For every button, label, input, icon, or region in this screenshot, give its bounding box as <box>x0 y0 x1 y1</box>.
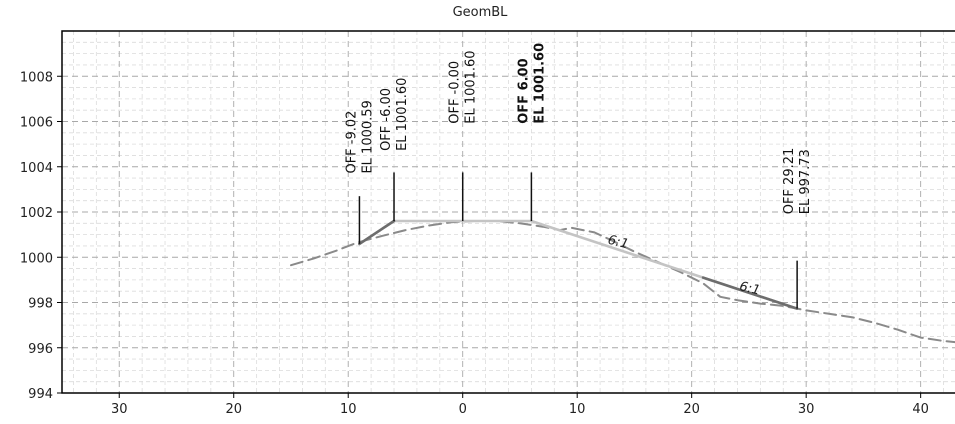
station-annotation: OFF 6.00EL 1001.60 <box>516 43 547 124</box>
station-annotation: OFF 29.21EL 997.73 <box>782 148 813 215</box>
annotation-line: EL 997.73 <box>798 149 813 214</box>
slope-label: 6:1 <box>738 279 762 298</box>
x-tick-label: 40 <box>912 402 929 417</box>
station-annotation: OFF -6.00EL 1001.60 <box>379 78 410 151</box>
chart-title: GeomBL <box>453 5 509 20</box>
y-tick-label: 1000 <box>20 251 53 266</box>
annotation-line: OFF 6.00 <box>516 58 531 123</box>
axes-layer: 30 20 10 0 10 20 30 40 994 996 998 1000 1002 1004 1006… <box>20 30 955 417</box>
series-left-slope-line <box>358 219 396 246</box>
y-tick-label: 994 <box>28 387 53 402</box>
annotation-layer: OFF -9.02EL 1000.59 OFF -6.00EL 1001.60 OF… <box>344 43 813 299</box>
major-grid <box>62 31 955 393</box>
annotation-line: OFF -6.00 <box>379 88 394 151</box>
x-tick-label: 20 <box>683 402 700 417</box>
series-design-surface <box>358 219 799 310</box>
x-tick-label: 0 <box>459 402 467 417</box>
annotation-line: OFF -0.00 <box>448 61 463 124</box>
y-tick-label: 1004 <box>20 161 53 176</box>
y-tick-label: 996 <box>28 342 53 357</box>
y-tick-label: 1002 <box>20 206 53 221</box>
annotation-line: OFF 29.21 <box>782 148 797 215</box>
x-tick-label: 10 <box>569 402 586 417</box>
x-tick-label: 20 <box>225 402 242 417</box>
y-tick-label: 1008 <box>20 70 53 85</box>
series-layer <box>290 219 955 344</box>
annotation-line: OFF -9.02 <box>344 111 359 174</box>
marker-layer <box>358 172 798 309</box>
series-existing-ground <box>290 220 955 344</box>
y-tick-label: 1006 <box>20 116 53 131</box>
station-annotation: OFF -0.00EL 1001.60 <box>448 50 479 123</box>
x-tick-label: 30 <box>798 402 815 417</box>
y-tick-label: 998 <box>28 297 53 312</box>
x-tick-label: 30 <box>111 402 128 417</box>
annotation-line: EL 1001.60 <box>464 50 479 123</box>
slope-label: 6:1 <box>606 233 630 253</box>
x-tick-label: 10 <box>340 402 357 417</box>
station-annotation: OFF -9.02EL 1000.59 <box>344 100 375 173</box>
series-right-slope-line <box>701 276 799 310</box>
annotation-line: EL 1001.60 <box>532 43 547 124</box>
annotation-line: EL 1001.60 <box>395 78 410 151</box>
annotation-line: EL 1000.59 <box>360 100 375 173</box>
